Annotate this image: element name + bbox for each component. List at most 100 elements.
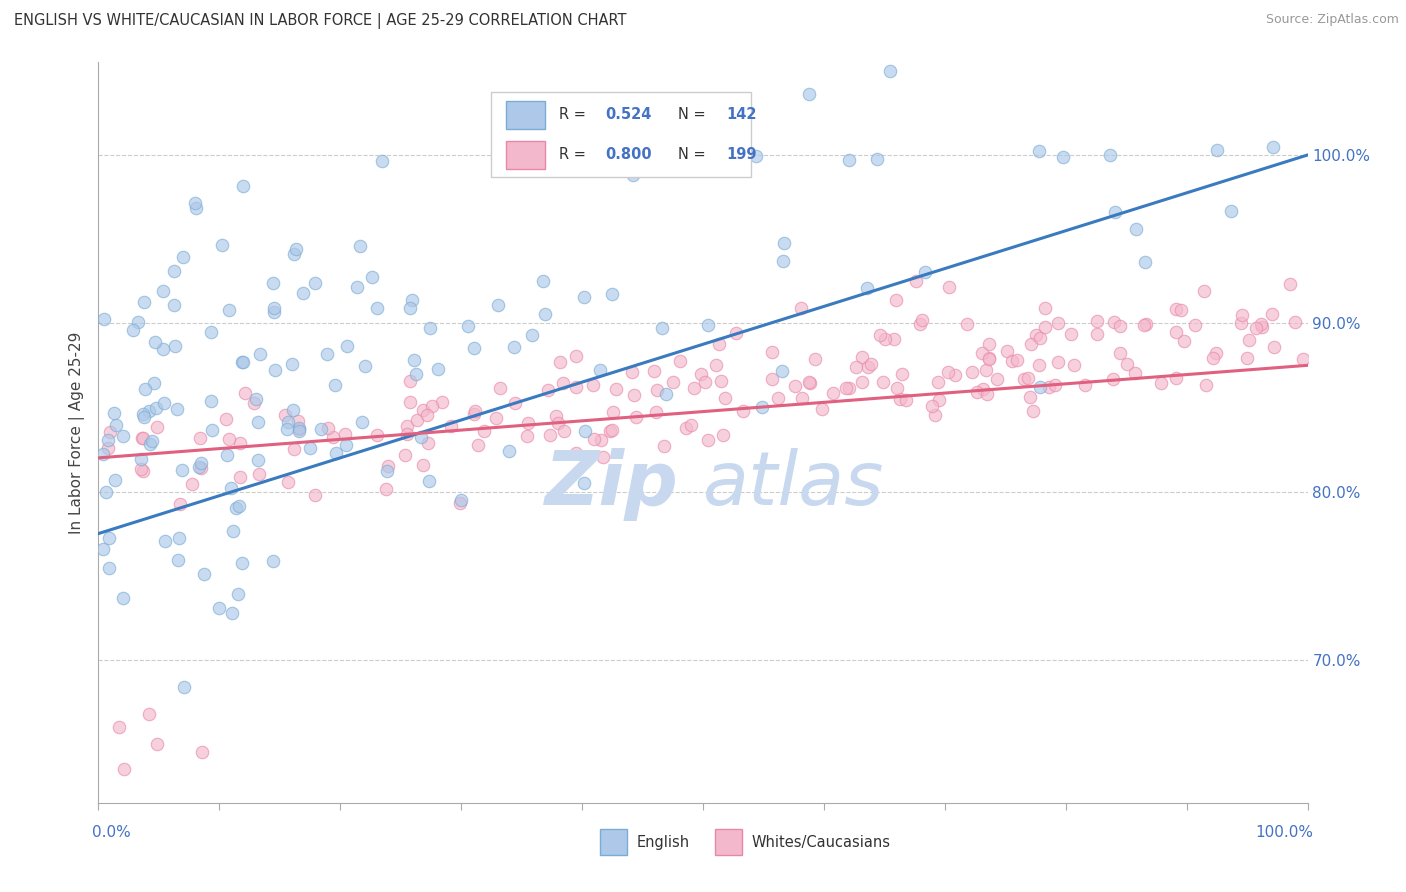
Point xyxy=(883,332,905,346)
Bar xyxy=(506,141,544,169)
Point xyxy=(621,168,644,182)
Point xyxy=(675,421,697,435)
Point xyxy=(132,465,155,479)
Point xyxy=(886,381,908,395)
Point xyxy=(366,301,388,315)
Point xyxy=(247,467,270,482)
Point xyxy=(91,447,114,461)
Point xyxy=(371,154,394,169)
Point xyxy=(412,403,434,417)
Point xyxy=(1278,277,1301,291)
Point xyxy=(943,368,966,383)
FancyBboxPatch shape xyxy=(492,92,751,178)
Point xyxy=(620,365,643,379)
Point xyxy=(591,433,613,447)
Bar xyxy=(600,829,627,855)
Point xyxy=(1085,314,1108,328)
Point xyxy=(537,384,560,398)
Point xyxy=(200,325,222,339)
Point xyxy=(851,376,873,390)
Point xyxy=(599,424,621,438)
Point xyxy=(485,411,508,425)
Point xyxy=(938,365,960,379)
Point xyxy=(644,405,666,419)
Text: R =: R = xyxy=(560,147,591,162)
Point xyxy=(1244,320,1267,334)
Point xyxy=(1019,336,1042,351)
Text: ENGLISH VS WHITE/CAUCASIAN IN LABOR FORCE | AGE 25-29 CORRELATION CHART: ENGLISH VS WHITE/CAUCASIAN IN LABOR FORC… xyxy=(14,13,627,29)
Point xyxy=(464,404,486,418)
Point xyxy=(231,557,253,571)
Point xyxy=(1115,357,1137,371)
Point xyxy=(262,276,284,290)
Point xyxy=(1195,378,1218,392)
Point xyxy=(138,706,160,721)
Text: N =: N = xyxy=(678,107,710,122)
Point xyxy=(810,402,832,417)
Point xyxy=(218,432,240,446)
Point xyxy=(138,437,160,451)
Point xyxy=(503,396,526,410)
Point xyxy=(1170,303,1192,318)
Point xyxy=(655,386,678,401)
Point xyxy=(93,311,115,326)
Point xyxy=(163,298,186,312)
Point xyxy=(1052,150,1074,164)
Text: 0.524: 0.524 xyxy=(605,107,651,122)
Point xyxy=(467,438,489,452)
Point xyxy=(132,431,155,445)
Text: 0.800: 0.800 xyxy=(605,147,652,162)
Point xyxy=(191,745,214,759)
Point xyxy=(725,326,748,340)
Point xyxy=(889,392,911,406)
Point xyxy=(911,312,934,326)
Point xyxy=(1194,285,1216,299)
Point xyxy=(709,337,731,351)
Point xyxy=(745,149,768,163)
Point xyxy=(122,323,145,337)
Point xyxy=(710,374,733,388)
Point xyxy=(221,607,243,621)
Point xyxy=(693,375,716,389)
Point xyxy=(263,363,285,377)
Text: 142: 142 xyxy=(725,107,756,122)
Point xyxy=(799,376,821,390)
Point xyxy=(131,431,153,445)
Point xyxy=(1284,315,1306,329)
Point xyxy=(416,408,439,422)
Point xyxy=(229,470,252,484)
Point xyxy=(1046,317,1069,331)
Point xyxy=(574,424,596,438)
Point xyxy=(394,448,416,462)
Point xyxy=(274,408,297,422)
Point xyxy=(411,429,433,443)
Point xyxy=(1250,317,1272,331)
Text: Source: ZipAtlas.com: Source: ZipAtlas.com xyxy=(1265,13,1399,27)
Point xyxy=(127,315,149,329)
Point xyxy=(696,433,718,447)
Point xyxy=(1017,371,1039,385)
Point xyxy=(582,432,605,446)
Point xyxy=(1230,308,1253,322)
Point xyxy=(761,372,783,386)
Point xyxy=(304,488,326,502)
Point xyxy=(792,391,814,405)
Point xyxy=(669,354,692,368)
Point xyxy=(138,404,160,418)
Point xyxy=(354,359,377,373)
Point xyxy=(605,382,627,396)
Point xyxy=(291,285,314,300)
Point xyxy=(645,384,668,398)
Point xyxy=(304,276,326,290)
Point xyxy=(283,442,305,457)
Point xyxy=(1263,340,1285,354)
Point xyxy=(927,375,949,389)
Point xyxy=(463,342,485,356)
Point xyxy=(169,497,191,511)
Text: English: English xyxy=(637,835,689,849)
Point xyxy=(855,281,877,295)
Point xyxy=(884,293,907,307)
Point xyxy=(276,475,298,490)
Point xyxy=(412,458,434,473)
Point xyxy=(803,351,825,366)
